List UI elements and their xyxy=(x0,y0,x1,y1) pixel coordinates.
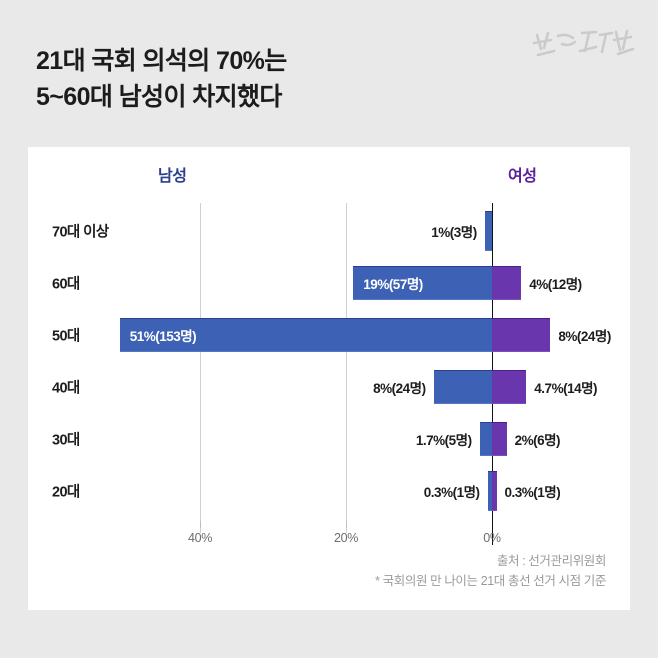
diverging-bar-chart-plot: 70대 이상 1%(3명) 60대 19%(57명) 4%(12명) 50대 51%(153… xyxy=(28,203,630,548)
newstapa-wordmark-logo xyxy=(532,24,636,64)
page-title: 21대 국회 의석의 70%는 5~60대 남성이 차지했다 xyxy=(36,44,287,115)
y-axis-label: 60대 xyxy=(52,276,80,293)
gridline-20pct xyxy=(346,203,347,533)
value-label-female-40대: 4.7%(14명) xyxy=(534,381,597,396)
x-axis-tick-label: 0% xyxy=(483,531,501,545)
x-axis-tick-label: 20% xyxy=(333,531,359,545)
value-label-male-40대: 8%(24명) xyxy=(373,381,426,396)
bar-female-60대[interactable] xyxy=(492,266,522,300)
bar-female-40대[interactable] xyxy=(492,370,527,404)
y-axis-label: 70대 이상 xyxy=(52,224,109,241)
page-title-line-1: 21대 국회 의석의 70%는 xyxy=(36,47,287,75)
legend-label-female: 여성 xyxy=(508,168,537,185)
y-axis-label: 40대 xyxy=(52,380,80,397)
bar-male-50대[interactable] xyxy=(119,318,492,352)
page-title-line-2: 5~60대 남성이 차지했다 xyxy=(36,82,282,111)
value-label-male-30대: 1.7%(5명) xyxy=(415,433,472,448)
y-axis-label: 20대 xyxy=(52,484,80,501)
y-axis-label: 50대 xyxy=(52,328,80,345)
value-label-male-70대 이상: 1%(3명) xyxy=(431,225,477,240)
footnote-text: * 국회의원 만 나이는 21대 총선 선거 시점 기준 xyxy=(375,574,606,589)
bar-male-40대[interactable] xyxy=(433,370,492,404)
value-label-female-20대: 0.3%(1명) xyxy=(504,485,561,500)
value-label-female-60대: 4%(12명) xyxy=(529,277,582,292)
legend-item-female: 여성 xyxy=(508,162,537,186)
bar-female-20대[interactable] xyxy=(492,471,497,511)
value-label-male-50대: 51%(153명) xyxy=(129,329,197,344)
chart-card: 남성 여성 70대 이상 1%(3명) 60대 19%(57명) 4%(12명) 50대 5… xyxy=(28,147,630,610)
source-text: 출처 : 선거관리위원회 xyxy=(496,553,607,568)
bar-female-50대[interactable] xyxy=(492,318,551,352)
bar-male-20대[interactable] xyxy=(487,471,492,511)
bar-male-70대 이상[interactable] xyxy=(484,211,492,251)
y-axis-label: 30대 xyxy=(52,432,80,449)
gridline-40pct xyxy=(200,203,201,533)
x-tick-mark-0pct xyxy=(492,521,493,528)
bar-male-30대[interactable] xyxy=(479,422,492,456)
value-label-female-50대: 8%(24명) xyxy=(558,329,611,344)
x-axis-tick-label: 40% xyxy=(187,531,213,545)
bar-male-60대[interactable] xyxy=(353,266,492,300)
legend-label-male: 남성 xyxy=(158,168,187,185)
chart-footer: 출처 : 선거관리위원회 * 국회의원 만 나이는 21대 총선 선거 시점 기… xyxy=(375,551,606,592)
value-label-female-30대: 2%(6명) xyxy=(514,433,561,448)
x-tick-mark-40pct xyxy=(200,521,201,528)
value-label-male-20대: 0.3%(1명) xyxy=(423,485,480,500)
value-label-male-60대: 19%(57명) xyxy=(363,277,423,292)
x-tick-mark-20pct xyxy=(346,521,347,528)
legend-item-male: 남성 xyxy=(158,162,187,186)
bar-female-30대[interactable] xyxy=(492,422,507,456)
